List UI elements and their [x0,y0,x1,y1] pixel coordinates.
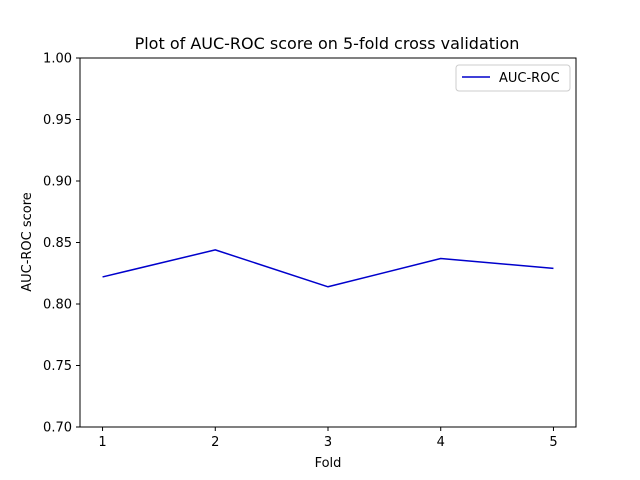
legend: AUC-ROC [455,64,571,92]
y-tick-label: 0.80 [43,298,72,313]
y-tick-label: 0.70 [43,421,72,436]
x-tick-label: 3 [324,435,332,450]
x-tick-label: 1 [98,435,106,450]
x-tick-label: 2 [211,435,219,450]
legend-label: AUC-ROC [499,71,560,86]
y-axis-label: AUC-ROC score [20,192,35,292]
y-tick-label: 1.00 [43,52,72,67]
y-axis: 0.70 0.75 0.80 0.85 0.90 0.95 1.00 [43,52,80,436]
legend-box [455,64,571,92]
x-tick-label: 5 [549,435,557,450]
y-tick-label: 0.90 [43,175,72,190]
series-line-0 [102,249,554,288]
y-tick-label: 0.75 [43,359,72,374]
x-tick-label: 4 [437,435,445,450]
y-tick-label: 0.85 [43,236,72,251]
y-tick-label: 0.95 [43,113,72,128]
plot-area-frame [79,57,577,428]
x-axis: 1 2 3 4 5 [98,427,558,450]
chart-title: Plot of AUC-ROC score on 5-fold cross va… [135,34,520,53]
x-axis-label: Fold [315,456,342,471]
series-layer [102,249,554,288]
